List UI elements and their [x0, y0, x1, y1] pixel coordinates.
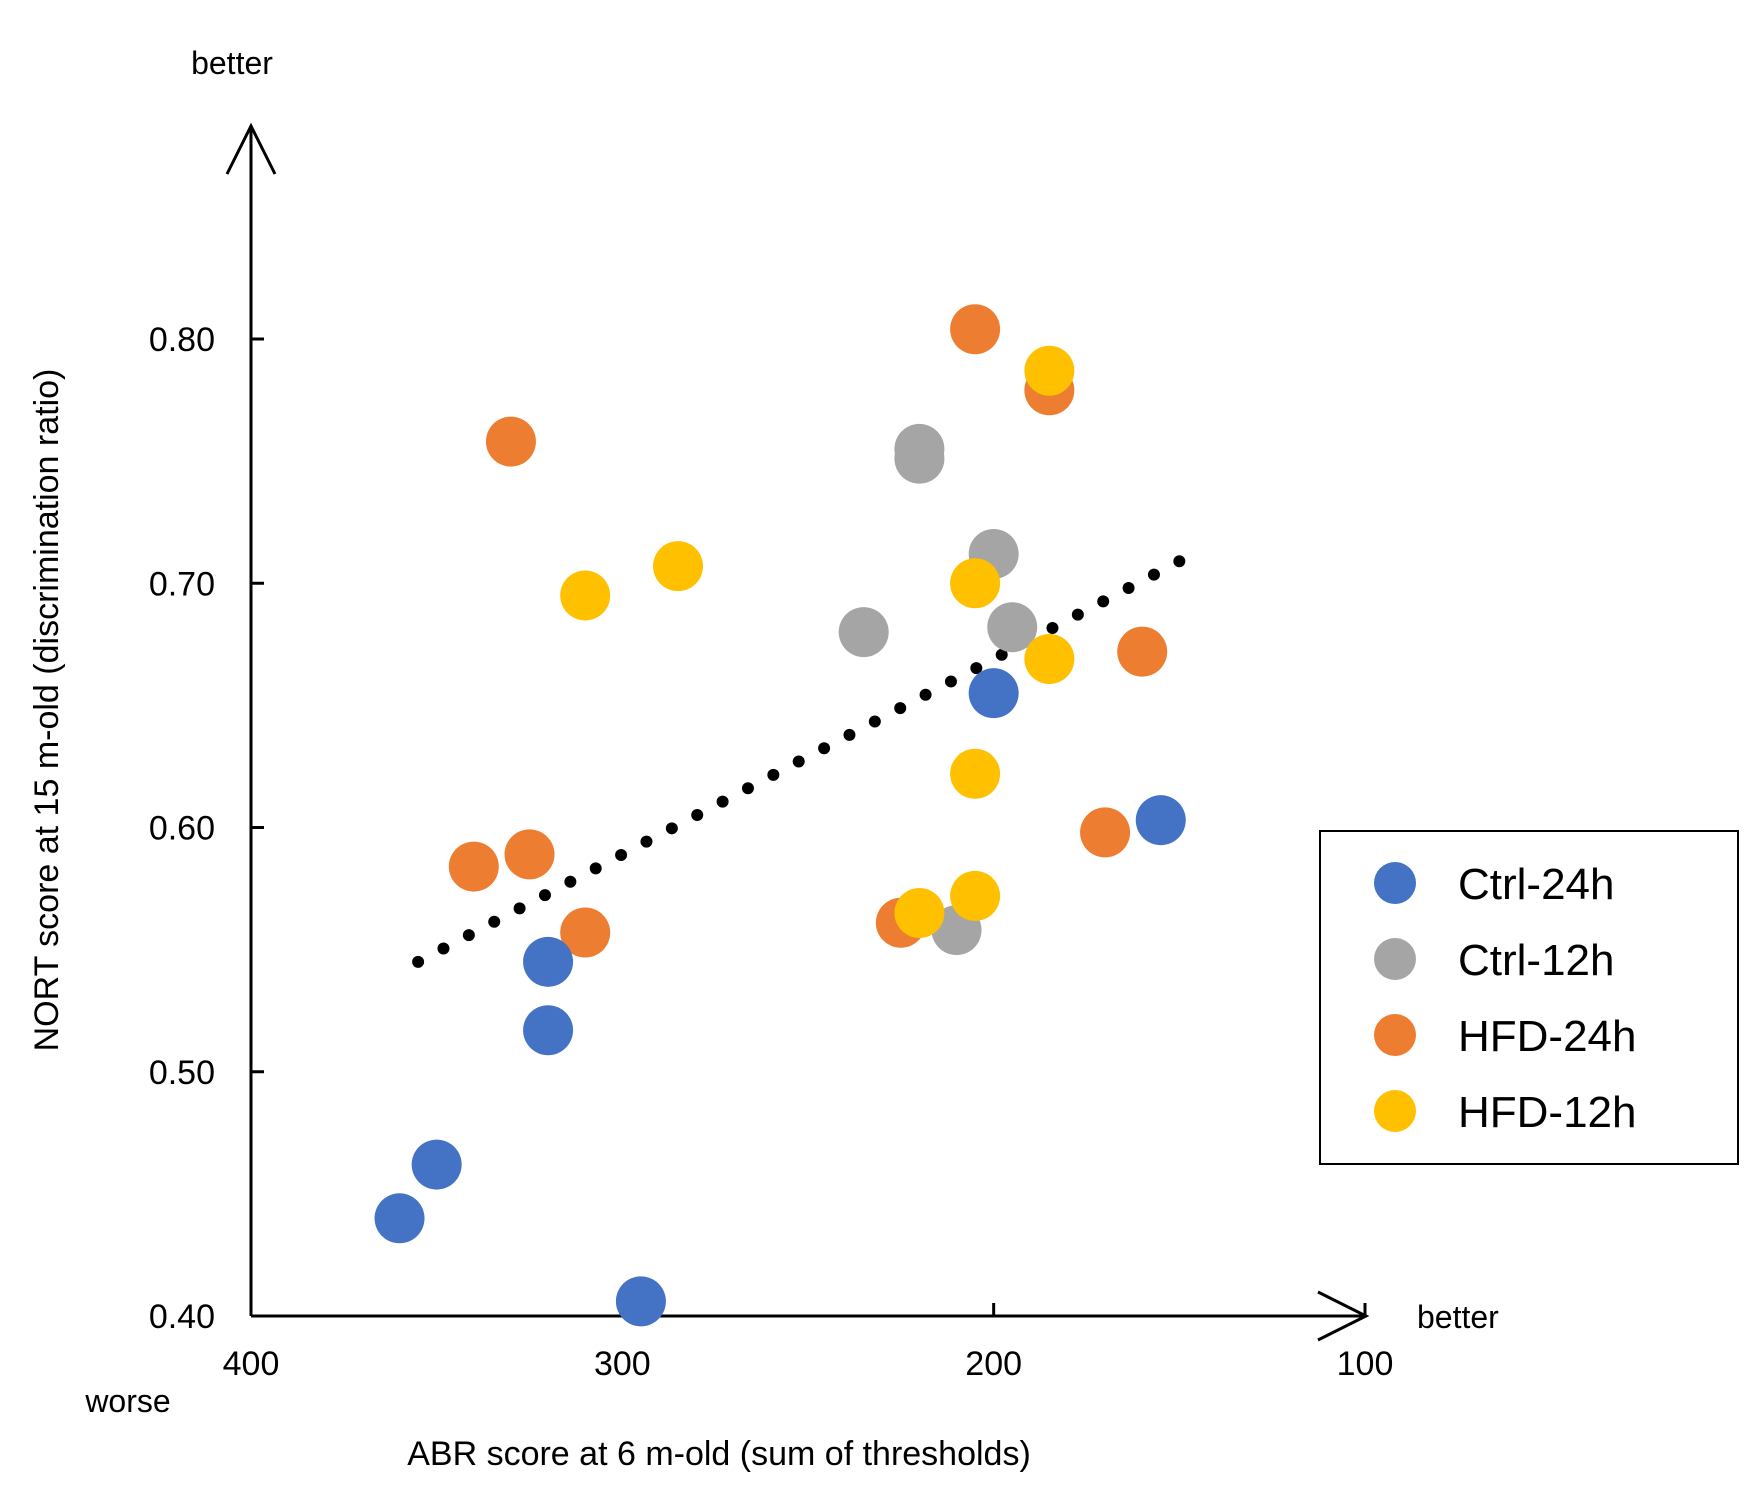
data-points: [374, 304, 1186, 1327]
trendline-dot: [767, 768, 780, 781]
worse-label: worse: [84, 1383, 170, 1419]
trendline-dot: [1071, 608, 1084, 621]
x-ticks: 400 300 200 100: [223, 1303, 1394, 1383]
x-tick-label: 100: [1337, 1345, 1394, 1383]
trendline-dot: [437, 942, 450, 955]
point-hfd-12h: [950, 748, 1001, 799]
point-ctrl-24h: [523, 936, 574, 987]
point-hfd-12h: [1024, 345, 1075, 396]
y-tick-label: 0.70: [149, 565, 215, 603]
trendline-dot: [843, 728, 856, 741]
legend-marker-ctrl-12h: [1374, 938, 1416, 980]
x-tick-label: 200: [965, 1345, 1022, 1383]
x-axis-better-label: better: [1417, 1299, 1499, 1335]
point-hfd-12h: [894, 887, 945, 938]
point-ctrl-12h: [894, 433, 945, 484]
trendline-dot: [944, 675, 957, 688]
x-axis: [251, 1290, 1370, 1342]
legend-label-ctrl-24h: Ctrl-24h: [1458, 860, 1615, 909]
point-hfd-12h: [950, 870, 1001, 921]
trendline-dot: [513, 902, 526, 915]
point-hfd-12h: [560, 570, 611, 621]
x-tick-label: 300: [594, 1345, 651, 1383]
point-hfd-24h: [485, 416, 536, 467]
legend: Ctrl-24h Ctrl-12h HFD-24h HFD-12h: [1319, 830, 1739, 1165]
legend-label-hfd-12h: HFD-12h: [1458, 1088, 1637, 1137]
trendline-dot: [1147, 568, 1160, 581]
y-tick-label: 0.60: [149, 810, 215, 848]
x-tick-label: 400: [223, 1345, 280, 1383]
trendline-dot: [818, 742, 831, 755]
y-axis-arrowhead: [225, 122, 277, 175]
y-axis-better-label: better: [191, 45, 273, 81]
trendline-dot: [691, 808, 704, 821]
point-hfd-24h: [560, 907, 611, 958]
legend-label-ctrl-12h: Ctrl-12h: [1458, 936, 1615, 985]
point-ctrl-12h: [987, 602, 1038, 653]
trendline-dot: [564, 875, 577, 888]
legend-marker-ctrl-24h: [1374, 862, 1416, 904]
point-hfd-12h: [1024, 633, 1075, 684]
trendline-dot: [615, 849, 628, 862]
trendline: [412, 555, 1186, 968]
trendline-dot: [970, 662, 983, 675]
y-axis-title: NORT score at 15 m-old (discrimination r…: [28, 369, 66, 1052]
point-hfd-24h: [950, 304, 1001, 355]
y-tick-label: 0.50: [149, 1054, 215, 1092]
trendline-dot: [792, 755, 805, 768]
point-hfd-12h: [950, 558, 1001, 609]
point-ctrl-24h: [411, 1139, 462, 1190]
point-hfd-24h: [1080, 807, 1131, 858]
y-axis: [225, 122, 277, 1316]
trendline-dot: [538, 889, 551, 902]
point-hfd-24h: [504, 829, 555, 880]
trendline-dot: [995, 648, 1008, 661]
point-ctrl-24h: [523, 1005, 574, 1056]
x-axis-title: ABR score at 6 m-old (sum of thresholds): [407, 1435, 1031, 1473]
trendline-dot: [894, 702, 907, 715]
trendline-dot: [741, 782, 754, 795]
point-hfd-24h: [448, 841, 499, 892]
trendline-dot: [412, 955, 425, 968]
y-tick-label: 0.40: [149, 1298, 215, 1336]
legend-marker-hfd-24h: [1374, 1014, 1416, 1056]
trendline-dot: [665, 822, 678, 835]
point-ctrl-24h: [1135, 795, 1186, 846]
trendline-dot: [919, 688, 932, 701]
legend-items: Ctrl-24h Ctrl-12h HFD-24h HFD-12h: [1374, 860, 1637, 1137]
trendline-dot: [1046, 622, 1059, 635]
point-ctrl-12h: [838, 607, 889, 658]
trendline-dot: [868, 715, 881, 728]
trendline-dot: [462, 929, 475, 942]
point-hfd-24h: [1117, 626, 1168, 677]
point-ctrl-24h: [615, 1276, 666, 1327]
trendline-dot: [488, 915, 501, 928]
trendline-dot: [589, 862, 602, 875]
point-hfd-12h: [653, 541, 704, 592]
trendline-dot: [640, 835, 653, 848]
trendline-dot: [1097, 595, 1110, 608]
trendline-dot: [1122, 581, 1135, 594]
legend-marker-hfd-12h: [1374, 1090, 1416, 1132]
point-ctrl-24h: [968, 668, 1019, 719]
legend-label-hfd-24h: HFD-24h: [1458, 1012, 1637, 1061]
trendline-dot: [716, 795, 729, 808]
point-ctrl-24h: [374, 1193, 425, 1244]
y-tick-label: 0.80: [149, 321, 215, 359]
trendline-dot: [1173, 555, 1186, 568]
y-ticks: 0.40 0.50 0.60 0.70 0.80: [149, 321, 264, 1336]
